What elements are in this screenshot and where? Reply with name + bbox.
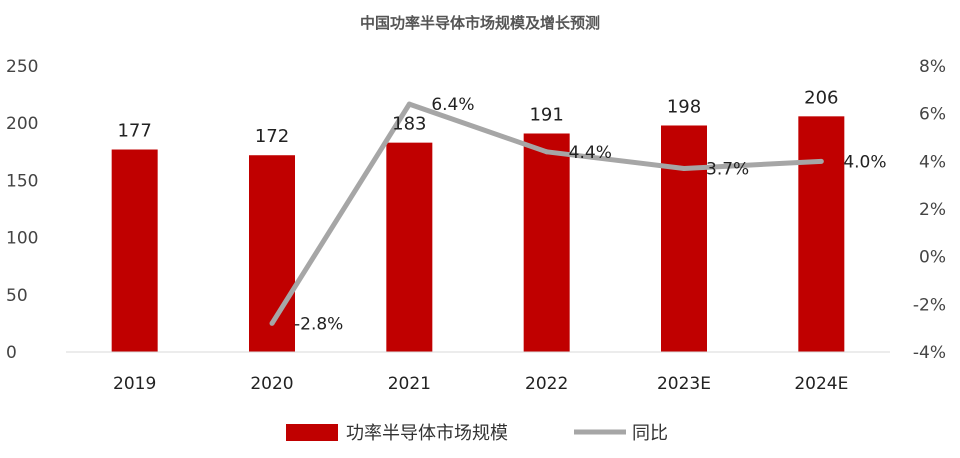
legend-bar-label: 功率半导体市场规模 [346,423,508,444]
chart-title: 中国功率半导体市场规模及增长预测 [359,14,600,32]
y2-axis-tick-label: -2% [913,295,946,315]
y2-axis-tick-label: 8% [919,57,946,77]
y-axis-tick-label: 50 [6,286,28,306]
bar-value-label: 206 [804,87,838,108]
legend-line-label: 同比 [632,423,668,444]
line-point [269,320,275,326]
legend-bar-swatch [286,424,338,441]
bar-value-label: 177 [117,121,151,142]
line-value-label: 4.4% [569,143,612,163]
x-axis-tick-label: 2019 [113,374,156,394]
x-axis-tick-label: 2024E [794,374,848,394]
bar [111,149,158,352]
line-value-label: 3.7% [706,159,749,179]
line-point [681,165,687,171]
bar [661,125,707,352]
y2-axis-tick-label: 4% [919,152,946,172]
x-axis-tick-label: 2021 [388,374,431,394]
line-point [818,158,824,164]
x-axis-tick-label: 2023E [657,374,711,394]
line-value-label: -2.8% [294,314,343,334]
y-axis-tick-label: 150 [6,171,38,191]
line-value-label: 4.0% [843,152,886,172]
y2-axis-tick-label: 6% [919,105,946,125]
y2-axis-tick-label: 2% [919,200,946,220]
line-point [544,149,550,155]
y-axis-tick-label: 250 [6,57,38,77]
bar [798,116,845,352]
bar-value-label: 183 [392,114,426,135]
line-point [406,101,412,107]
x-axis-tick-label: 2022 [525,374,568,394]
x-axis-tick-label: 2020 [250,374,293,394]
bar-value-label: 172 [255,126,289,147]
y-axis-tick-label: 100 [6,229,38,249]
y-axis-tick-label: 0 [6,343,17,363]
line-value-label: 6.4% [431,95,474,115]
bar-value-label: 191 [529,104,563,125]
bar [386,142,433,352]
bar [523,133,570,352]
y2-axis-tick-label: -4% [913,343,946,363]
y-axis-tick-label: 200 [6,114,38,134]
bar-value-label: 198 [667,96,701,117]
y2-axis-tick-label: 0% [919,248,946,268]
